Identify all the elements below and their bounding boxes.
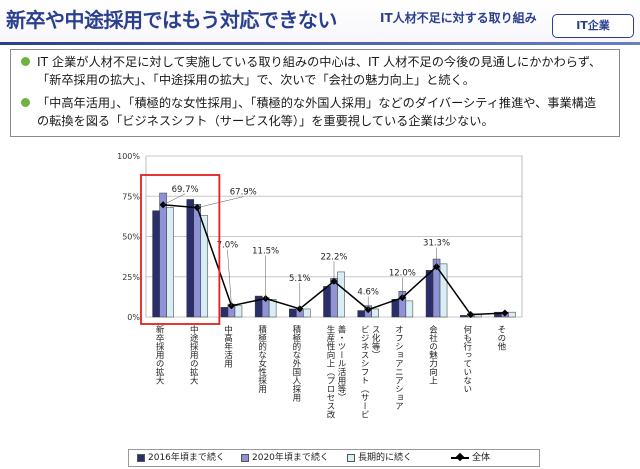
- legend-item-longterm: 長期的に続く: [347, 452, 412, 464]
- y-tick-label: 75%: [122, 192, 140, 201]
- summary-note-text: 「中高年活用」、「積極的な女性採用」、「積極的な外国人採用」などのダイバーシティ…: [37, 96, 597, 128]
- bar-3: [405, 300, 414, 318]
- data-label: 31.3%: [423, 239, 450, 249]
- legend-label: 全体: [472, 453, 491, 463]
- x-tick-label: 中高年活用: [222, 324, 232, 368]
- data-label: 5.1%: [289, 274, 311, 284]
- y-tick-label: 0%: [127, 313, 140, 322]
- x-tick-label: オフショアニアショア: [393, 325, 403, 410]
- x-tick-label-cont: ス化等）: [370, 325, 380, 359]
- legend-item-overall: 全体: [451, 452, 490, 464]
- bar-3: [508, 311, 516, 318]
- bar-3: [166, 207, 174, 318]
- bar-1: [357, 310, 365, 318]
- data-label-leader: [162, 193, 186, 206]
- x-tick-label: 会社の魅力向上: [428, 324, 438, 384]
- legend-item-2016: 2016年頃まで続く: [137, 452, 225, 464]
- bar-3: [234, 305, 243, 318]
- data-label: 12.0%: [389, 269, 416, 279]
- x-tick-label: 何も行っていない: [462, 324, 472, 393]
- bar-3: [439, 263, 448, 318]
- bar-1: [425, 270, 434, 318]
- x-tick-label: 中途採用の拡大: [188, 324, 198, 385]
- header-divider: [0, 42, 640, 45]
- data-label-leader: [227, 249, 232, 306]
- legend-label: 2020年頃まで続く: [252, 453, 329, 463]
- bar-3: [303, 308, 311, 318]
- bar-1: [220, 307, 229, 318]
- header: 新卒や中途採用ではもう対応できない IT人材不足に対する取り組み IT企業: [0, 0, 640, 44]
- legend-swatch: [241, 453, 249, 462]
- summary-note-1: IT 企業が人材不足に対して実施している取り組みの中心は、IT 人材不足の今後の…: [21, 53, 606, 89]
- line-point: [467, 311, 475, 319]
- data-label: 22.2%: [320, 252, 347, 262]
- y-tick-label: 25%: [122, 273, 140, 282]
- data-label: 7.0%: [217, 241, 239, 251]
- x-tick-label: 積極的な外国人採用: [291, 324, 301, 402]
- bar-1: [186, 199, 195, 318]
- bar-3: [371, 308, 379, 318]
- x-tick-label: ビジネスシフト（サービ: [359, 325, 369, 419]
- x-tick-label: 積極的な女性採用: [257, 324, 267, 394]
- data-label: 69.7%: [172, 185, 199, 195]
- line-point: [501, 309, 509, 317]
- summary-note-text: IT 企業が人材不足に対して実施している取り組みの中心は、IT 人材不足の今後の…: [37, 55, 602, 87]
- y-tick-label: 50%: [122, 233, 140, 242]
- bar-3: [200, 215, 209, 318]
- bar-3: [337, 271, 345, 318]
- bar-1: [323, 286, 331, 318]
- data-label: 4.6%: [357, 288, 379, 298]
- category-badge: IT企業: [552, 14, 634, 38]
- y-tick-label: 100%: [117, 152, 140, 161]
- legend-label: 長期的に続く: [358, 453, 413, 463]
- bar-2: [159, 192, 167, 318]
- bullet-icon: [21, 98, 30, 107]
- x-tick-label: その他: [496, 325, 506, 351]
- summary-note-2: 「中高年活用」、「積極的な女性採用」、「積極的な外国人採用」などのダイバーシティ…: [21, 94, 606, 130]
- x-tick-label: 生産性向上（プロセス改: [325, 324, 335, 419]
- page-subtitle: IT人材不足に対する取り組み: [380, 11, 537, 25]
- legend-swatch: [137, 453, 145, 462]
- bar-1: [152, 210, 160, 318]
- bar-line-chart: 0% 25% 50% 75% 100% 69.7% 67.9% 7.0% 11.5% 5.1% 22…: [117, 152, 523, 419]
- page-title: 新卒や中途採用ではもう対応できない: [6, 8, 337, 32]
- bullet-icon: [21, 57, 30, 66]
- data-label: 11.5%: [252, 246, 279, 256]
- summary-box: IT 企業が人材不足に対して実施している取り組みの中心は、IT 人材不足の今後の…: [10, 49, 620, 137]
- x-tick-label-cont: 善・ツール活用等）: [336, 324, 346, 401]
- chart-legend: 2016年頃まで続く 2020年頃まで続く 長期的に続く 全体: [128, 449, 540, 467]
- bar-1: [391, 299, 400, 318]
- bar-1: [459, 315, 468, 318]
- x-tick-label: 新卒採用の拡大: [154, 324, 164, 385]
- data-label-leader: [197, 196, 244, 208]
- legend-swatch: [347, 453, 355, 462]
- bar-1: [289, 308, 297, 318]
- bar-2: [193, 204, 202, 318]
- legend-item-2020: 2020年頃まで続く: [241, 452, 329, 464]
- legend-label: 2016年頃まで続く: [148, 453, 225, 463]
- data-label: 67.9%: [230, 188, 257, 198]
- highlight-box: [140, 174, 221, 325]
- legend-line-marker: [451, 452, 469, 461]
- bar-3: [268, 299, 277, 318]
